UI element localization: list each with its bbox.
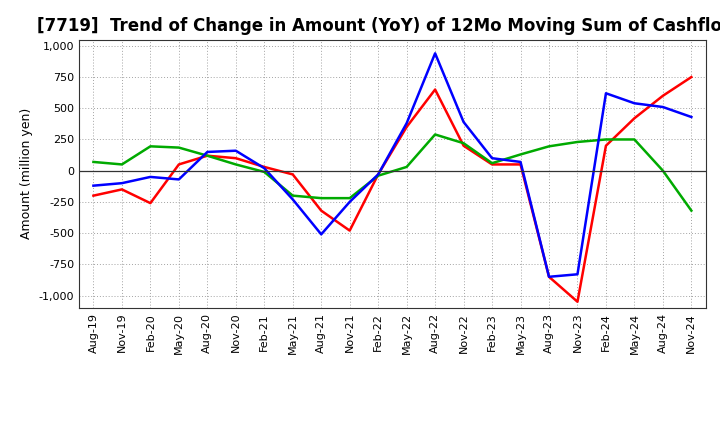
Investing Cashflow <box>174 145 183 150</box>
Investing Cashflow <box>374 173 382 178</box>
Investing Cashflow <box>289 193 297 198</box>
Operating Cashflow <box>602 143 611 148</box>
Free Cashflow <box>402 121 411 126</box>
Investing Cashflow <box>146 144 155 149</box>
Free Cashflow <box>687 114 696 120</box>
Free Cashflow <box>346 199 354 205</box>
Free Cashflow <box>630 101 639 106</box>
Operating Cashflow <box>317 208 325 213</box>
Operating Cashflow <box>659 93 667 99</box>
Operating Cashflow <box>402 125 411 130</box>
Free Cashflow <box>289 197 297 202</box>
Operating Cashflow <box>346 228 354 233</box>
Free Cashflow <box>374 172 382 177</box>
Free Cashflow <box>659 104 667 110</box>
Operating Cashflow <box>232 156 240 161</box>
Investing Cashflow <box>659 168 667 173</box>
Investing Cashflow <box>459 140 468 146</box>
Free Cashflow <box>459 119 468 125</box>
Free Cashflow <box>487 156 496 161</box>
Investing Cashflow <box>402 164 411 169</box>
Investing Cashflow <box>630 137 639 142</box>
Investing Cashflow <box>89 159 98 165</box>
Investing Cashflow <box>232 162 240 167</box>
Free Cashflow <box>545 274 554 279</box>
Operating Cashflow <box>117 187 126 192</box>
Investing Cashflow <box>203 153 212 158</box>
Investing Cashflow <box>687 208 696 213</box>
Operating Cashflow <box>203 153 212 158</box>
Line: Free Cashflow: Free Cashflow <box>94 53 691 277</box>
Investing Cashflow <box>317 195 325 201</box>
Free Cashflow <box>573 271 582 277</box>
Operating Cashflow <box>146 201 155 206</box>
Operating Cashflow <box>630 116 639 121</box>
Operating Cashflow <box>487 162 496 167</box>
Free Cashflow <box>232 148 240 154</box>
Operating Cashflow <box>687 74 696 80</box>
Free Cashflow <box>146 174 155 180</box>
Line: Investing Cashflow: Investing Cashflow <box>94 135 691 211</box>
Operating Cashflow <box>516 162 525 167</box>
Y-axis label: Amount (million yen): Amount (million yen) <box>20 108 33 239</box>
Investing Cashflow <box>260 169 269 175</box>
Operating Cashflow <box>545 274 554 279</box>
Free Cashflow <box>431 51 439 56</box>
Investing Cashflow <box>516 152 525 157</box>
Operating Cashflow <box>174 162 183 167</box>
Free Cashflow <box>117 180 126 186</box>
Operating Cashflow <box>431 87 439 92</box>
Investing Cashflow <box>602 137 611 142</box>
Free Cashflow <box>174 177 183 182</box>
Title: [7719]  Trend of Change in Amount (YoY) of 12Mo Moving Sum of Cashflows: [7719] Trend of Change in Amount (YoY) o… <box>37 17 720 35</box>
Investing Cashflow <box>545 144 554 149</box>
Free Cashflow <box>317 232 325 237</box>
Operating Cashflow <box>573 299 582 304</box>
Free Cashflow <box>203 149 212 154</box>
Operating Cashflow <box>459 143 468 148</box>
Investing Cashflow <box>346 195 354 201</box>
Free Cashflow <box>260 165 269 171</box>
Free Cashflow <box>516 159 525 165</box>
Investing Cashflow <box>117 162 126 167</box>
Operating Cashflow <box>89 193 98 198</box>
Operating Cashflow <box>260 164 269 169</box>
Free Cashflow <box>602 91 611 96</box>
Free Cashflow <box>89 183 98 188</box>
Investing Cashflow <box>573 139 582 145</box>
Operating Cashflow <box>374 172 382 177</box>
Line: Operating Cashflow: Operating Cashflow <box>94 77 691 302</box>
Investing Cashflow <box>431 132 439 137</box>
Operating Cashflow <box>289 172 297 177</box>
Investing Cashflow <box>487 161 496 166</box>
